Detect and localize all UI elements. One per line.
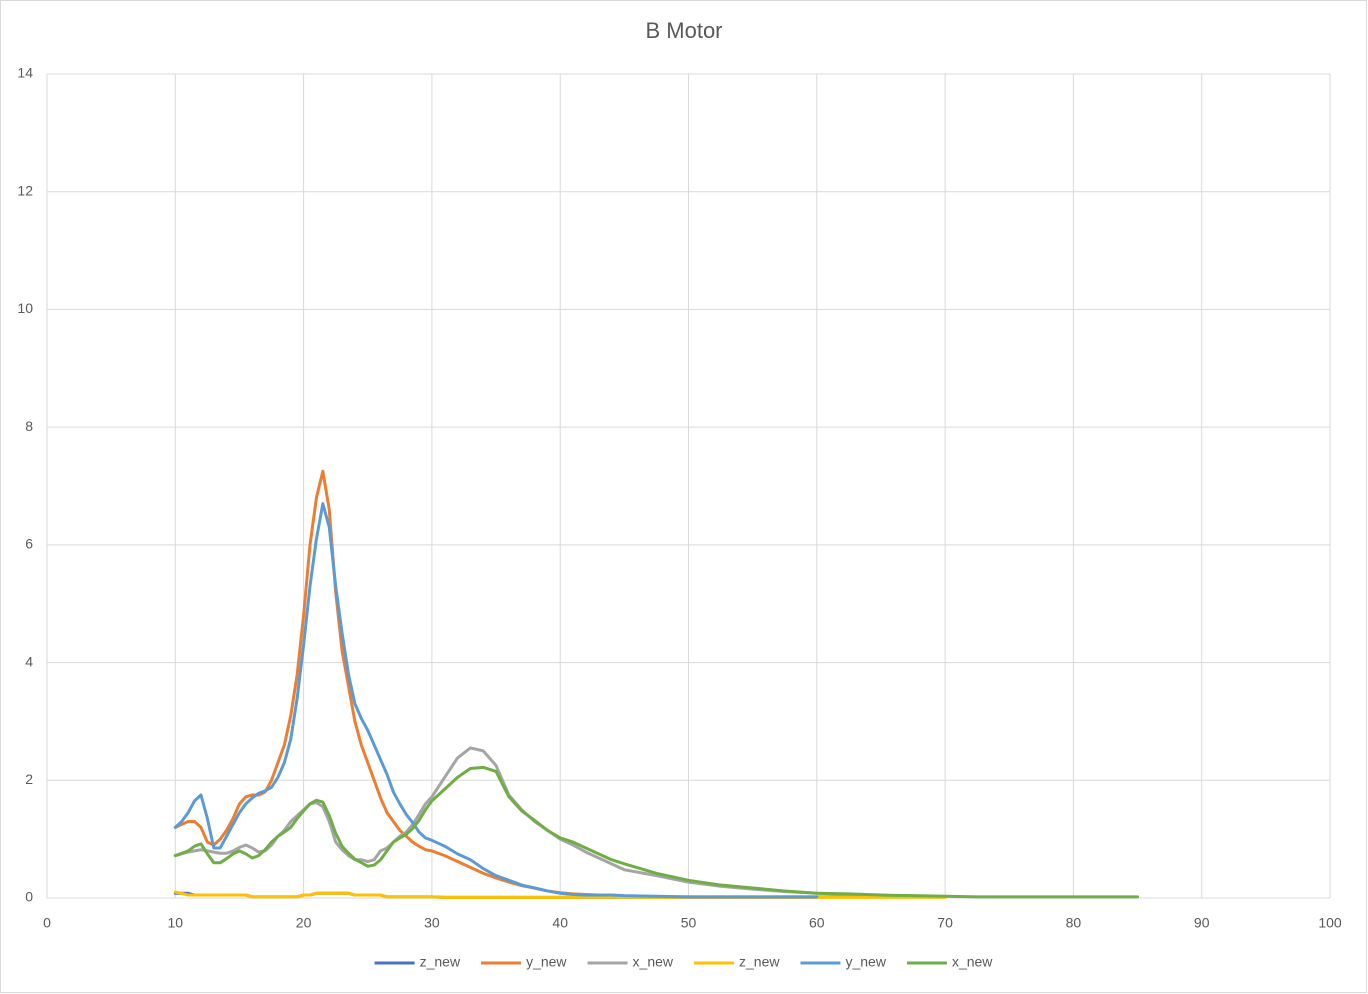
y-tick-label: 4 bbox=[25, 653, 33, 669]
x-tick-label: 10 bbox=[168, 915, 184, 931]
x-tick-label: 70 bbox=[937, 915, 953, 931]
y-tick-label: 14 bbox=[17, 65, 33, 81]
x-tick-label: 0 bbox=[43, 915, 51, 931]
legend-label: z_new bbox=[739, 954, 780, 970]
legend-label: y_new bbox=[845, 954, 886, 970]
x-tick-label: 90 bbox=[1194, 915, 1210, 931]
x-tick-label: 80 bbox=[1066, 915, 1082, 931]
y-tick-label: 0 bbox=[25, 889, 33, 905]
x-tick-label: 50 bbox=[681, 915, 697, 931]
chart-title: B Motor bbox=[645, 18, 722, 43]
y-tick-label: 2 bbox=[25, 771, 33, 787]
y-tick-label: 8 bbox=[25, 418, 33, 434]
legend-label: x_new bbox=[633, 954, 674, 970]
x-tick-label: 20 bbox=[296, 915, 312, 931]
legend-label: x_new bbox=[952, 954, 993, 970]
series-line bbox=[173, 502, 819, 899]
y-tick-label: 10 bbox=[17, 300, 33, 316]
series-line bbox=[173, 746, 947, 899]
series-line bbox=[173, 765, 1140, 899]
y-tick-label: 12 bbox=[17, 182, 33, 198]
y-tick-label: 6 bbox=[25, 536, 33, 552]
legend-label: y_new bbox=[526, 954, 567, 970]
x-tick-label: 30 bbox=[424, 915, 440, 931]
legend-label: z_new bbox=[420, 954, 461, 970]
series-line bbox=[173, 890, 947, 899]
x-tick-label: 100 bbox=[1318, 915, 1342, 931]
x-tick-label: 40 bbox=[552, 915, 568, 931]
x-tick-label: 60 bbox=[809, 915, 825, 931]
